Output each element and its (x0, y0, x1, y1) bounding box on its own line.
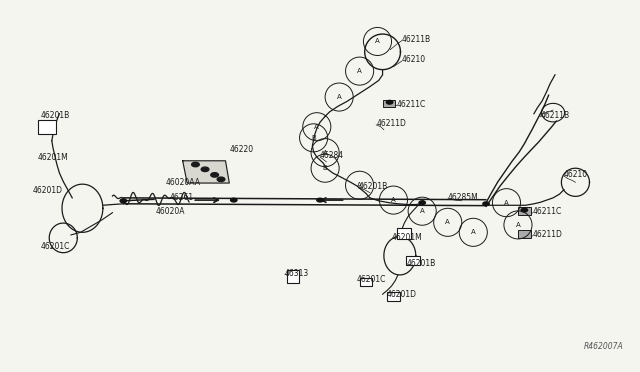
Text: 46211D: 46211D (376, 119, 406, 128)
Circle shape (201, 167, 209, 171)
FancyBboxPatch shape (518, 208, 531, 215)
Text: A: A (314, 124, 319, 130)
Text: A: A (375, 38, 380, 45)
Text: 46020A: 46020A (156, 207, 185, 216)
Text: 46284: 46284 (320, 151, 344, 160)
Text: A: A (445, 219, 450, 225)
Text: B: B (323, 165, 328, 171)
Circle shape (217, 177, 225, 182)
Text: 46210: 46210 (564, 170, 588, 179)
Text: 46285M: 46285M (448, 193, 479, 202)
Text: A: A (323, 150, 328, 155)
Circle shape (230, 198, 237, 202)
FancyBboxPatch shape (360, 278, 372, 286)
Circle shape (191, 162, 199, 167)
Text: 46261: 46261 (170, 193, 194, 202)
Text: 46201B: 46201B (358, 182, 388, 191)
Text: A: A (337, 94, 342, 100)
Text: A: A (357, 68, 362, 74)
Text: 46211B: 46211B (402, 35, 431, 44)
Text: 46201B: 46201B (40, 111, 70, 120)
Text: 46211C: 46211C (532, 208, 562, 217)
FancyBboxPatch shape (518, 231, 531, 238)
Circle shape (521, 208, 527, 212)
Text: A: A (420, 208, 424, 214)
FancyBboxPatch shape (38, 121, 56, 135)
Text: 46313: 46313 (285, 269, 309, 278)
Text: 46201B: 46201B (406, 259, 435, 268)
Text: 46211B: 46211B (540, 111, 570, 120)
Text: 46201M: 46201M (38, 153, 68, 161)
Circle shape (419, 201, 426, 205)
Text: 46201C: 46201C (357, 275, 387, 284)
Text: A: A (471, 229, 476, 235)
Circle shape (483, 202, 489, 206)
FancyBboxPatch shape (406, 256, 420, 266)
Circle shape (387, 100, 393, 104)
Text: R462007A: R462007A (584, 342, 623, 351)
Text: A: A (516, 222, 520, 228)
Text: A: A (504, 200, 509, 206)
Text: 46201D: 46201D (33, 186, 63, 195)
Text: 46201C: 46201C (40, 241, 70, 250)
Text: A: A (391, 197, 396, 203)
Text: B: B (311, 135, 316, 141)
Circle shape (211, 173, 218, 177)
Text: 46020AA: 46020AA (166, 178, 200, 187)
Text: 46211D: 46211D (532, 230, 563, 240)
Text: 46201D: 46201D (387, 290, 417, 299)
Text: A: A (357, 182, 362, 188)
FancyBboxPatch shape (387, 292, 400, 301)
Polygon shape (182, 161, 229, 183)
Text: 46220: 46220 (229, 145, 253, 154)
FancyBboxPatch shape (397, 228, 412, 238)
Text: 46201M: 46201M (392, 233, 422, 243)
Text: 46211C: 46211C (397, 100, 426, 109)
FancyBboxPatch shape (287, 270, 299, 283)
Circle shape (317, 198, 323, 202)
Circle shape (120, 199, 127, 203)
Text: 46210: 46210 (402, 55, 426, 64)
FancyBboxPatch shape (383, 100, 396, 108)
